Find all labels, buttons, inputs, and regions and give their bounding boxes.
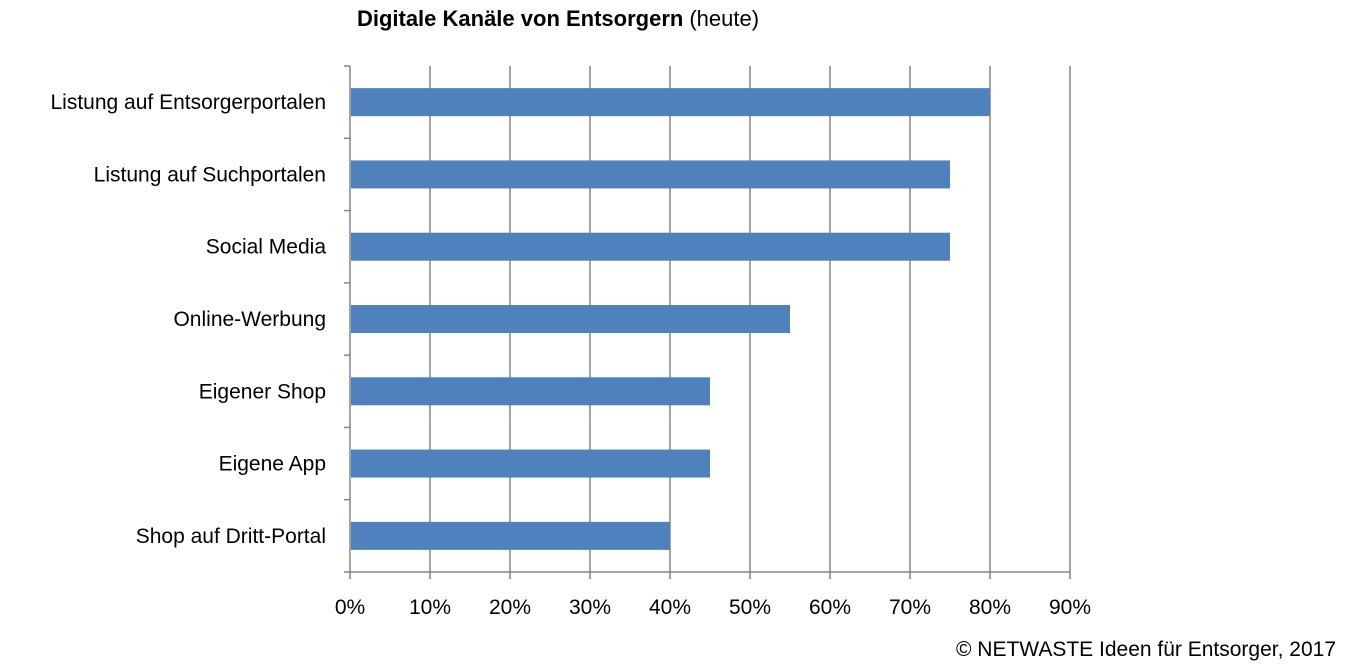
x-tick-label: 10% [409, 596, 451, 619]
category-label: Online-Werbung [173, 308, 326, 331]
bars [351, 88, 990, 550]
bar [351, 377, 710, 406]
x-tick-label: 20% [489, 596, 531, 619]
category-label: Shop auf Dritt-Portal [136, 525, 326, 548]
axes [344, 65, 1071, 579]
x-tick-label: 50% [729, 596, 771, 619]
x-tick-label: 90% [1049, 596, 1091, 619]
bar [351, 160, 950, 189]
x-tick-label: 40% [649, 596, 691, 619]
chart-title-main: Digitale Kanäle von Entsorgern [357, 6, 683, 31]
x-tick-label: 80% [969, 596, 1011, 619]
x-tick-label: 30% [569, 596, 611, 619]
chart-title: Digitale Kanäle von Entsorgern (heute) [357, 6, 759, 31]
category-label: Listung auf Entsorgerportalen [50, 91, 326, 114]
bar [351, 449, 710, 478]
x-tick-label: 70% [889, 596, 931, 619]
bar [351, 232, 950, 261]
x-tick-labels: 0% 10% 20% 30% 40% 50% 60% 70% 80% 90% [335, 596, 1091, 619]
category-label: Social Media [206, 236, 327, 259]
copyright-footer: © NETWASTE Ideen für Entsorger, 2017 [956, 638, 1336, 661]
category-label: Listung auf Suchportalen [94, 163, 326, 186]
chart-title-suffix: (heute) [689, 6, 759, 31]
category-labels: Listung auf Entsorgerportalen Listung auf… [50, 91, 326, 548]
x-tick-label: 0% [335, 596, 365, 619]
bar [351, 305, 790, 333]
category-label: Eigene App [219, 453, 326, 476]
x-tick-label: 60% [809, 596, 851, 619]
bar [351, 521, 670, 550]
bar [351, 88, 990, 117]
category-label: Eigener Shop [199, 380, 326, 403]
